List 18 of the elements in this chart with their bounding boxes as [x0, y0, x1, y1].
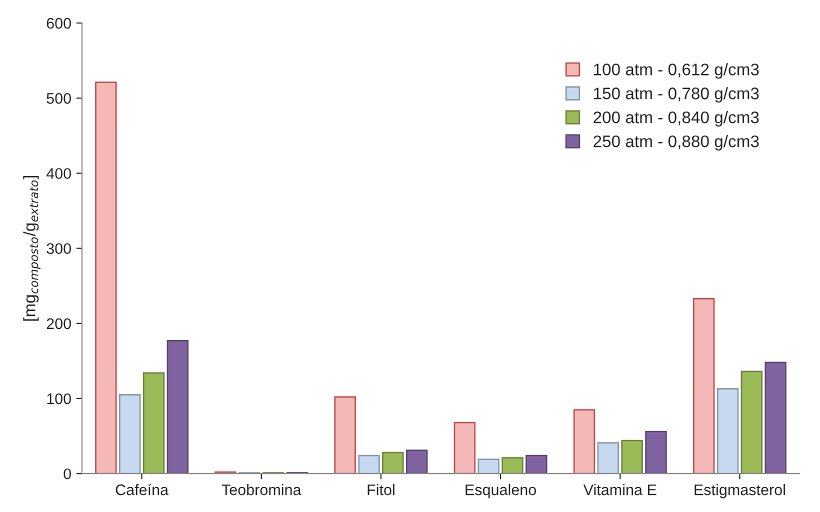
y-tick-label: 100: [47, 393, 71, 404]
x-tick-label: Cafeína: [116, 484, 169, 496]
y-tick-label: 200: [46, 318, 71, 330]
y-tick-label: 600: [46, 18, 71, 29]
x-tick-label: Teobromina: [222, 484, 302, 496]
y-tick-label: 0: [64, 468, 71, 480]
x-tick-label: Fitol: [368, 484, 394, 496]
y-tick-label: 500: [46, 93, 71, 104]
legend-label: 100 atm - 0,612 g/cm3: [594, 63, 759, 79]
x-tick-label: Estigmasterol: [694, 484, 785, 498]
x-tick-label: Vitamina E: [583, 484, 656, 496]
legend-label: 200 atm - 0,840 g/cm3: [594, 111, 759, 127]
legend-label: 150 atm - 0,780 g/cm3: [594, 87, 759, 103]
legend-label: 250 atm - 0,880 g/cm3: [594, 135, 759, 151]
x-tick-label: Esqualeno: [466, 484, 536, 498]
y-tick-label: 400: [46, 168, 71, 179]
y-tick-label: 300: [46, 243, 71, 254]
y-axis-title: [mg$_{composto}$/g$_{extrato}$]: [23, 176, 40, 321]
